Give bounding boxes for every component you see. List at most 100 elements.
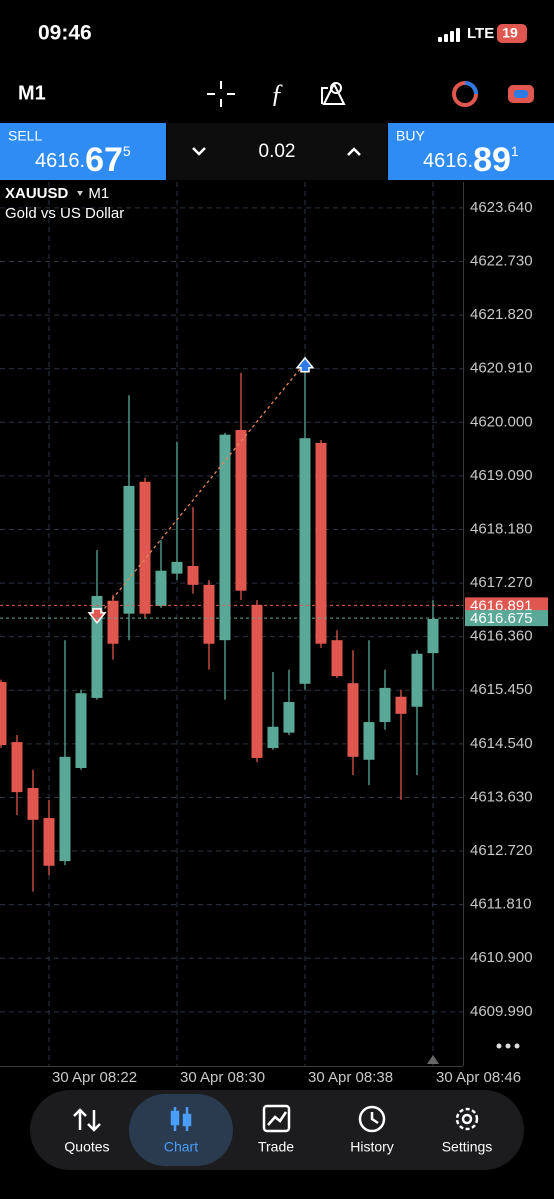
nav-item[interactable]: Trade — [258, 1139, 294, 1155]
chart-symbol: XAUUSD — [5, 185, 69, 202]
x-tick-label: 30 Apr 08:46 — [436, 1069, 521, 1086]
y-tick-label: 4623.640 — [470, 199, 533, 216]
buy-price-small: 1 — [511, 143, 519, 159]
candle-body — [107, 600, 119, 644]
y-tick-label: 4613.630 — [470, 788, 533, 805]
nav-item[interactable]: Settings — [442, 1139, 493, 1155]
x-tick-label: 30 Apr 08:30 — [180, 1069, 265, 1086]
quotes-icon — [73, 1108, 101, 1132]
candle-body — [267, 726, 279, 748]
y-tick-label: 4615.450 — [470, 681, 533, 698]
candle-body — [203, 584, 215, 644]
nav-item[interactable]: History — [350, 1139, 394, 1155]
trade-toggle-icon[interactable] — [508, 85, 534, 103]
plot — [0, 356, 439, 892]
sell-price-main: 4616. — [35, 150, 85, 172]
candle-body — [411, 653, 423, 707]
y-tick-label: 4616.360 — [470, 628, 533, 645]
candle-body — [155, 570, 167, 607]
ask-label: 4616.891 — [470, 597, 533, 614]
candle-body — [251, 604, 263, 758]
buy-price-big: 89 — [473, 141, 511, 179]
sell-price-big: 67 — [85, 141, 123, 179]
candle-body — [299, 438, 311, 684]
y-tick-label: 4611.810 — [470, 896, 531, 913]
volume-up[interactable] — [347, 147, 361, 156]
chart-header: XAUUSD M1 — [5, 185, 109, 202]
nav-item[interactable]: Chart — [164, 1139, 198, 1155]
y-tick-label: 4621.820 — [470, 306, 533, 323]
status-time: 09:46 — [38, 22, 92, 45]
candle-body — [43, 818, 55, 866]
y-tick-label: 4612.720 — [470, 842, 533, 859]
settings-icon — [455, 1107, 479, 1131]
status-network: LTE — [467, 25, 494, 42]
candle-body — [379, 687, 391, 723]
x-tick-label: 30 Apr 08:38 — [308, 1069, 393, 1086]
trade-link — [96, 362, 306, 619]
battery-icon — [497, 24, 527, 43]
trade-marker — [295, 356, 315, 373]
bid-label: 4616.675 — [470, 610, 533, 627]
more-button[interactable] — [496, 1043, 520, 1049]
candle-body — [0, 682, 7, 746]
nav-labels: Quotes Chart Trade History Settings — [64, 1139, 492, 1155]
y-tick-label: 4619.090 — [470, 467, 533, 484]
grid — [0, 182, 463, 1066]
y-tick-label: 4620.910 — [470, 360, 533, 377]
chart-timeframe: M1 — [88, 185, 109, 202]
candle-body — [363, 722, 375, 760]
candle-body — [171, 561, 183, 574]
timeframe-button[interactable]: M1 — [18, 82, 46, 104]
candle-body — [27, 788, 39, 820]
ask-label-box — [465, 597, 548, 614]
candle-body — [91, 596, 103, 698]
candle-body — [283, 702, 295, 733]
candle-body — [235, 429, 247, 591]
candle-body — [427, 618, 439, 654]
sell-price-small: 5 — [123, 143, 131, 159]
y-tick-label: 4609.990 — [470, 1003, 533, 1020]
candle-body — [347, 683, 359, 757]
x-tick-label: 30 Apr 08:22 — [52, 1069, 137, 1086]
buy-button[interactable] — [388, 123, 554, 180]
candle-body — [11, 742, 23, 793]
sell-price: 4616.675 — [35, 141, 131, 179]
buy-price: 4616.891 — [423, 141, 519, 179]
candle-body — [123, 485, 135, 614]
candle-body — [395, 696, 407, 714]
signal-icon — [438, 28, 460, 42]
status-battery: 19 — [502, 25, 518, 41]
bid-label-box — [465, 610, 548, 627]
history-icon — [358, 1105, 386, 1133]
crosshair-icon[interactable] — [207, 81, 235, 107]
candle-body — [315, 442, 327, 644]
chart-icon — [170, 1107, 192, 1131]
volume-value[interactable]: 0.02 — [259, 141, 296, 162]
nav-active — [129, 1094, 233, 1166]
objects-icon[interactable] — [321, 81, 346, 105]
scroll-marker — [427, 1055, 439, 1064]
candle-body — [187, 565, 199, 585]
sell-label: SELL — [8, 128, 42, 144]
y-tick-label: 4618.180 — [470, 520, 533, 537]
candle-body — [59, 756, 71, 862]
candle-body — [219, 434, 231, 641]
y-tick-label: 4614.540 — [470, 735, 533, 752]
y-tick-label: 4617.270 — [470, 574, 533, 591]
account-icon[interactable] — [452, 81, 478, 107]
symbol-dropdown[interactable] — [77, 191, 83, 196]
indicators-icon[interactable]: ƒ — [271, 79, 284, 108]
candle-body — [139, 481, 151, 614]
y-tick-label: 4620.000 — [470, 413, 533, 430]
chart-description: Gold vs US Dollar — [5, 205, 124, 222]
sell-button[interactable] — [0, 123, 166, 180]
volume-down[interactable] — [192, 147, 206, 156]
y-tick-label: 4610.900 — [470, 949, 533, 966]
nav-item[interactable]: Quotes — [64, 1139, 109, 1155]
trade-marker — [87, 608, 107, 625]
candle-body — [75, 693, 87, 768]
candle-body — [331, 640, 343, 677]
